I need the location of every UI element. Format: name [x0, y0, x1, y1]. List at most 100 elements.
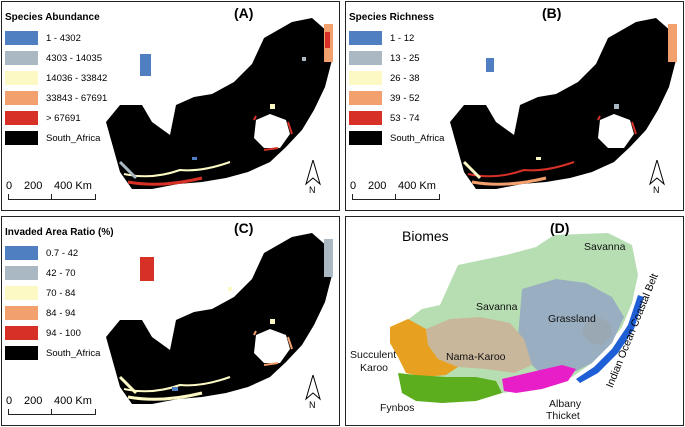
scale-label-200: 200: [368, 180, 387, 192]
legend-label: 53 - 74: [390, 112, 420, 124]
legend-title: Invaded Area Ratio (%): [5, 227, 114, 238]
legend-swatch: [5, 266, 38, 280]
legend-item: South_Africa: [349, 128, 444, 148]
label-albany-1: Albany: [549, 398, 582, 410]
panel-biomes: (D) Biomes Savanna Savanna Grassland Nam…: [345, 216, 684, 426]
legend-item: 84 - 94: [5, 303, 114, 323]
biome-albany-thicket: [502, 365, 576, 393]
legend-swatch: [349, 71, 382, 85]
label-savanna-north: Savanna: [584, 241, 626, 253]
legend-item: 0.7 - 42: [5, 243, 114, 263]
scale-label-200: 200: [24, 180, 43, 192]
legend: Species Abundance 1 - 4302 4303 - 14035 14…: [5, 12, 107, 148]
scale-label-400: 400 Km: [54, 180, 92, 192]
legend-item: 1 - 12: [349, 28, 444, 48]
legend-item: 1 - 4302: [5, 28, 107, 48]
north-label: N: [653, 185, 660, 195]
legend-swatch: [5, 131, 38, 145]
legend-label: South_Africa: [46, 347, 101, 359]
legend-label: 70 - 84: [46, 287, 76, 299]
scale-label-200: 200: [24, 395, 43, 407]
legend-item: 14036 - 33842: [5, 68, 107, 88]
map-title: Biomes: [402, 228, 449, 244]
label-savanna: Savanna: [476, 301, 518, 313]
legend: Invaded Area Ratio (%) 0.7 - 42 42 - 70 70…: [5, 227, 114, 363]
legend-swatch: [349, 111, 382, 125]
panel-invaded-area-ratio: (C) Invaded Area Ratio (%) 0.7 - 42 42 - …: [1, 216, 340, 426]
legend-label: South_Africa: [390, 132, 445, 144]
panel-label: (A): [234, 5, 254, 21]
legend-item: 42 - 70: [5, 263, 114, 283]
legend-title: Species Richness: [349, 12, 435, 23]
legend-swatch: [5, 246, 38, 260]
legend-item: > 67691: [5, 108, 107, 128]
legend-swatch: [349, 51, 382, 65]
label-succulent-1: Succulent: [350, 349, 397, 361]
legend-label: 14036 - 33842: [46, 72, 108, 84]
legend-item: 33843 - 67691: [5, 88, 107, 108]
legend-swatch: [5, 306, 38, 320]
legend-swatch: [5, 326, 38, 340]
north-arrow-icon: N: [304, 158, 322, 195]
map-species-abundance: [106, 18, 333, 189]
legend-label: 0.7 - 42: [46, 247, 79, 259]
legend-label: 39 - 52: [390, 92, 420, 104]
scale-label-0: 0: [6, 395, 13, 407]
panel-species-richness: (B) Species Richness 1 - 12 13 - 25 26 - 3…: [345, 1, 684, 211]
label-albany-2: Thicket: [546, 410, 580, 422]
legend-item: South_Africa: [5, 128, 107, 148]
scale-label-400: 400 Km: [398, 180, 436, 192]
panel-label: (B): [542, 5, 562, 21]
legend-swatch: [5, 51, 38, 65]
label-fynbos: Fynbos: [380, 402, 415, 414]
legend-swatch: [349, 131, 382, 145]
legend-swatch: [5, 111, 38, 125]
legend-item: South_Africa: [5, 343, 114, 363]
scale-bar: 0 200 400 Km: [6, 180, 98, 204]
biome-fynbos: [398, 373, 502, 403]
legend-label: 4303 - 14035: [46, 52, 102, 64]
legend-label: 42 - 70: [46, 267, 76, 279]
panel-species-abundance: (A) Species Abundance 1 - 4302 4303 - 140…: [1, 1, 340, 211]
panel-label: (C): [234, 220, 254, 236]
legend-item: 39 - 52: [349, 88, 444, 108]
legend-label: > 67691: [46, 112, 81, 124]
legend-label: 33843 - 67691: [46, 92, 108, 104]
legend-label: 1 - 12: [390, 32, 415, 44]
legend-label: South_Africa: [46, 132, 101, 144]
legend-swatch: [5, 286, 38, 300]
legend-label: 13 - 25: [390, 52, 420, 64]
legend-swatch: [5, 71, 38, 85]
legend-item: 94 - 100: [5, 323, 114, 343]
map-biomes: [390, 233, 644, 403]
scale-bar: 0 200 400 Km: [6, 395, 98, 419]
legend-swatch: [349, 31, 382, 45]
biome-indian-ocean-coastal-belt: [576, 295, 644, 383]
legend: Species Richness 1 - 12 13 - 25 26 - 38 39 …: [349, 12, 444, 148]
legend-swatch: [5, 31, 38, 45]
scale-label-0: 0: [350, 180, 357, 192]
label-grassland: Grassland: [548, 313, 596, 325]
scale-label-400: 400 Km: [54, 395, 92, 407]
legend-item: 70 - 84: [5, 283, 114, 303]
legend-item: 13 - 25: [349, 48, 444, 68]
label-succulent-2: Karoo: [360, 362, 389, 374]
legend-swatch: [5, 346, 38, 360]
panel-label: (D): [550, 220, 570, 236]
scale-bar: 0 200 400 Km: [350, 180, 442, 204]
legend-title: Species Abundance: [5, 12, 100, 23]
legend-swatch: [5, 91, 38, 105]
legend-label: 94 - 100: [46, 327, 81, 339]
north-label: N: [309, 400, 316, 410]
legend-label: 84 - 94: [46, 307, 76, 319]
legend-label: 1 - 4302: [46, 32, 81, 44]
legend-label: 26 - 38: [390, 72, 420, 84]
north-label: N: [309, 185, 316, 195]
map-invaded-area-ratio: [106, 233, 333, 404]
legend-item: 53 - 74: [349, 108, 444, 128]
map-species-richness: [450, 18, 677, 189]
legend-item: 4303 - 14035: [5, 48, 107, 68]
north-arrow-icon: N: [648, 158, 666, 195]
biome-nama-karoo: [426, 317, 532, 373]
legend-swatch: [349, 91, 382, 105]
